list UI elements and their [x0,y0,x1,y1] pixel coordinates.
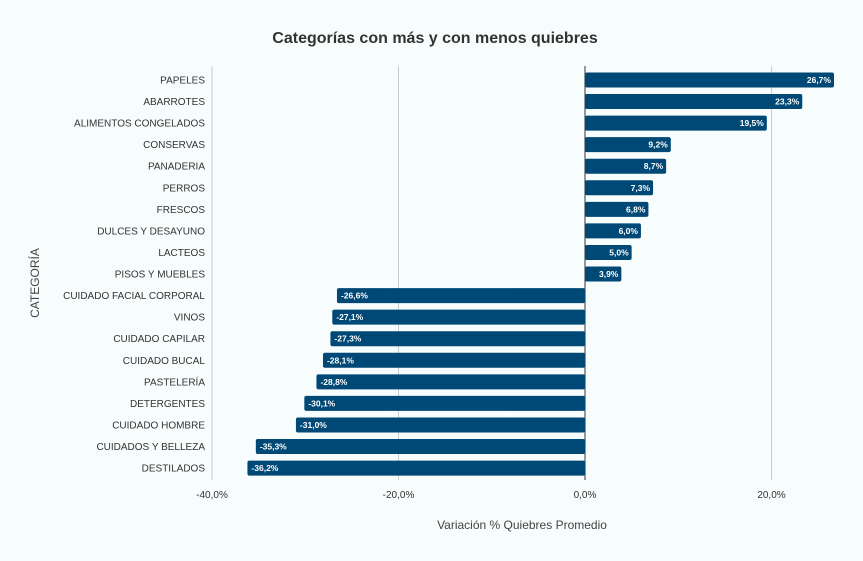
bar [332,309,585,325]
x-tick-label: -20,0% [383,490,415,501]
bar [585,244,632,260]
y-axis-title: CATEGORÍA [27,248,42,318]
category-label: ALIMENTOS CONGELADOS [74,119,205,130]
category-label: CUIDADO HOMBRE [112,420,205,431]
category-label: PISOS Y MUEBLES [115,270,206,281]
data-label: 5,0% [609,247,629,257]
category-label: CUIDADO BUCAL [123,356,206,367]
category-label: DESTILADOS [142,464,206,475]
data-label: 8,7% [644,161,664,171]
data-label: -30,1% [308,398,335,408]
category-label: VINOS [174,313,205,324]
bar [585,115,767,131]
data-label: -36,2% [251,463,278,473]
bar [304,395,585,411]
data-label: -28,1% [327,355,354,365]
chart-title: Categorías con más y con menos quiebres [272,30,598,47]
data-label: 7,3% [631,183,651,193]
data-label: 19,5% [740,118,765,128]
data-label: 3,9% [599,269,619,279]
category-label: CONSERVAS [143,140,205,151]
x-tick-label: 0,0% [574,490,597,501]
bar [247,460,585,476]
data-label: 23,3% [775,97,800,107]
data-label: -35,3% [260,442,287,452]
data-label: 9,2% [648,140,668,150]
bar [585,201,649,217]
data-label: -31,0% [300,420,327,430]
category-label: DETERGENTES [130,399,205,410]
data-label: -26,6% [341,291,368,301]
category-label: PERROS [163,183,206,194]
bar [585,158,667,174]
bar [585,266,622,282]
data-label: 26,7% [807,75,832,85]
category-label: PAPELES [160,76,205,87]
bar [585,72,834,88]
data-label: -27,3% [334,334,361,344]
category-label: CUIDADO CAPILAR [113,334,205,345]
category-label: ABARROTES [143,97,205,108]
data-label: -27,1% [336,312,363,322]
bar [255,439,585,455]
bar [295,417,585,433]
x-tick-label: -40,0% [196,490,228,501]
x-tick-label: 20,0% [757,490,785,501]
bar [330,331,585,347]
data-label: -28,8% [320,377,347,387]
bar [585,223,641,239]
bar [322,352,585,368]
category-label: PANADERIA [148,162,205,173]
category-label: PASTELERÍA [144,375,205,388]
category-label: FRESCOS [157,205,206,216]
data-label: 6,0% [619,226,639,236]
category-label: DULCES Y DESAYUNO [97,226,205,237]
bar [585,94,803,110]
x-axis-title: Variación % Quiebres Promedio [437,518,607,532]
category-label: CUIDADOS Y BELLEZA [96,442,205,453]
bar [585,180,654,196]
category-label: CUIDADO FACIAL CORPORAL [63,291,205,302]
data-label: 6,8% [626,204,646,214]
bar [336,288,585,304]
category-label: LACTEOS [158,248,205,259]
bar [585,137,671,153]
bar [316,374,585,390]
